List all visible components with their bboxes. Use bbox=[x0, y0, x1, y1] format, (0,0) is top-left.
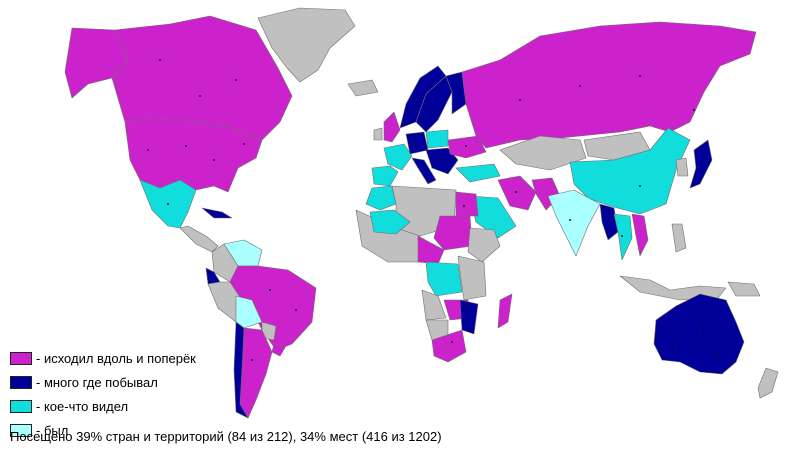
region-bolivia bbox=[235, 295, 263, 329]
place-dot bbox=[693, 109, 695, 111]
region-turkey bbox=[455, 163, 501, 183]
region-poland bbox=[425, 129, 449, 149]
place-dot bbox=[639, 185, 641, 187]
place-dot bbox=[465, 309, 467, 311]
legend-label: - был bbox=[36, 422, 69, 438]
legend: - исходил вдоль и поперёк - много где по… bbox=[10, 346, 196, 442]
region-ethiopia bbox=[467, 227, 501, 263]
place-dot bbox=[579, 85, 581, 87]
region-finland bbox=[445, 71, 467, 115]
region-india bbox=[547, 189, 601, 257]
region-germany bbox=[405, 131, 429, 155]
region-south-africa bbox=[431, 329, 467, 363]
region-sudan bbox=[433, 215, 473, 251]
place-dot bbox=[431, 111, 433, 113]
legend-swatch-lived bbox=[10, 351, 32, 365]
place-dot bbox=[185, 145, 187, 147]
legend-label: - много где побывал bbox=[36, 374, 158, 390]
place-dot bbox=[295, 309, 297, 311]
visit-statistics: Посещено 39% стран и территорий (84 из 2… bbox=[10, 429, 442, 444]
place-dot bbox=[237, 385, 239, 387]
place-dot bbox=[675, 345, 677, 347]
place-dot bbox=[269, 289, 271, 291]
place-dot bbox=[213, 159, 215, 161]
region-east-africa bbox=[457, 255, 487, 301]
legend-swatch-been bbox=[10, 423, 32, 437]
place-dot bbox=[439, 157, 441, 159]
region-russia bbox=[461, 21, 757, 149]
legend-swatch-seen bbox=[10, 399, 32, 413]
region-greenland bbox=[257, 7, 356, 83]
legend-label: - кое-что видел bbox=[36, 398, 129, 414]
place-dot bbox=[717, 355, 719, 357]
place-dot bbox=[243, 143, 245, 145]
region-italy bbox=[411, 157, 437, 185]
place-dot bbox=[699, 167, 701, 169]
region-iceland bbox=[347, 79, 379, 97]
region-egypt bbox=[455, 191, 479, 217]
place-dot bbox=[621, 235, 623, 237]
place-dot bbox=[569, 219, 571, 221]
region-iran bbox=[497, 175, 537, 211]
place-dot bbox=[465, 145, 467, 147]
legend-item-travelled: - много где побывал bbox=[10, 370, 196, 394]
region-france bbox=[383, 143, 413, 171]
legend-swatch-travelled bbox=[10, 375, 32, 389]
place-dot bbox=[199, 95, 201, 97]
legend-label: - исходил вдоль и поперёк bbox=[36, 350, 196, 366]
region-spain bbox=[371, 165, 399, 187]
place-dot bbox=[451, 341, 453, 343]
region-mali bbox=[369, 209, 411, 235]
place-dot bbox=[167, 203, 169, 205]
place-dot bbox=[639, 75, 641, 77]
region-morocco bbox=[365, 185, 397, 211]
region-png bbox=[727, 281, 761, 297]
region-china bbox=[569, 127, 691, 215]
place-dot bbox=[235, 79, 237, 81]
region-uruguay bbox=[271, 343, 287, 357]
region-new-zealand bbox=[757, 367, 779, 399]
region-cuba bbox=[201, 207, 233, 219]
region-thailand bbox=[613, 213, 633, 261]
region-australia bbox=[653, 293, 745, 375]
region-japan bbox=[689, 139, 713, 189]
legend-item-lived: - исходил вдоль и поперёк bbox=[10, 346, 196, 370]
place-dot bbox=[147, 149, 149, 151]
region-balkans bbox=[425, 147, 459, 175]
place-dot bbox=[519, 99, 521, 101]
place-dot bbox=[463, 205, 465, 207]
region-uk bbox=[383, 111, 401, 143]
region-korea bbox=[675, 157, 689, 177]
region-mozambique bbox=[459, 299, 479, 335]
region-angola bbox=[421, 289, 447, 321]
region-ukraine bbox=[447, 135, 487, 159]
place-dot bbox=[515, 191, 517, 193]
region-chile bbox=[233, 321, 249, 419]
place-dot bbox=[699, 329, 701, 331]
visited-place-markers bbox=[147, 59, 719, 387]
region-kazakhstan bbox=[499, 135, 587, 171]
region-madagascar bbox=[497, 293, 513, 329]
region-saudi-arabia bbox=[469, 195, 517, 239]
place-dot bbox=[251, 359, 253, 361]
region-ireland bbox=[373, 127, 383, 141]
region-central-america bbox=[179, 225, 219, 253]
place-dot bbox=[159, 59, 161, 61]
region-philippines bbox=[671, 223, 687, 253]
place-dot bbox=[413, 141, 415, 143]
region-congo bbox=[425, 261, 463, 297]
legend-item-seen: - кое-что видел bbox=[10, 394, 196, 418]
place-dot bbox=[415, 99, 417, 101]
region-myanmar bbox=[599, 203, 619, 241]
region-vietnam bbox=[631, 213, 649, 257]
legend-item-been: - был bbox=[10, 418, 196, 442]
